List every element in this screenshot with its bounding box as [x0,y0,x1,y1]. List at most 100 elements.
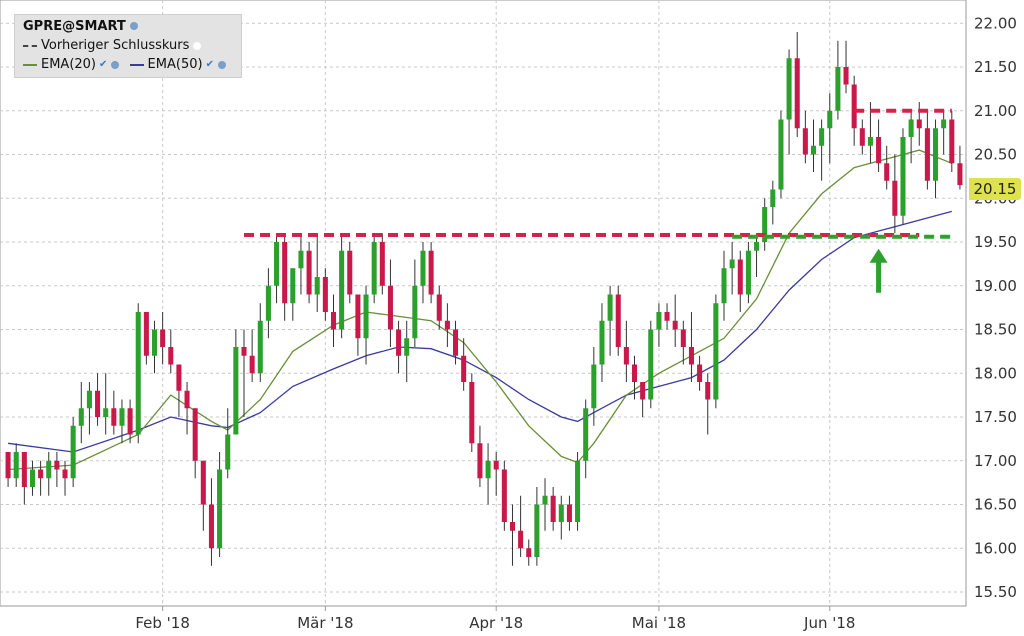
candle-body [184,390,190,409]
candle-body [322,277,328,312]
candle-body [330,312,337,330]
candle-body [810,145,817,155]
candle-body [241,347,247,356]
candle-body [721,268,727,304]
candle-body [355,294,361,339]
candle-body [493,460,499,470]
candle-body [566,504,572,522]
dash-icon [23,44,37,47]
candle-body [298,250,304,269]
candle-body [233,347,239,435]
candle-body [631,364,638,382]
candle-body [876,137,882,164]
candle-body [908,119,914,137]
candle-body [680,329,686,347]
candle-body [200,460,206,505]
candle-body [957,163,963,186]
legend-title: GPRE@SMART [23,19,138,34]
candle-body [347,250,353,295]
candle-body [103,408,109,417]
candle-body [404,338,410,356]
candle-body [436,294,442,321]
candle-body [892,180,898,216]
candle-body [160,329,166,347]
candle-body [851,84,857,129]
candle-body [282,242,288,304]
candle-body [412,285,418,339]
candle-body [640,382,646,400]
candle-body [127,408,133,435]
info-icon[interactable] [129,22,138,30]
candle-body [729,259,735,269]
x-tick-label: Mai '18 [632,614,686,632]
candle-body [802,128,808,155]
check-icon[interactable]: ✔ [99,59,108,70]
candle-body [745,250,751,295]
x-tick-label: Apr '18 [469,614,523,632]
candle-body [794,58,800,129]
candle-body [46,460,52,479]
candle-body [933,128,939,181]
candle-body [485,460,491,479]
candle-body [70,425,76,479]
x-tick-label: Jun '18 [803,614,855,632]
candle-body [859,128,865,146]
candle-body [884,163,890,181]
candle-body [534,504,540,557]
y-tick-label: 22.00 [974,14,1017,32]
candle-body [737,259,743,295]
settings-dot-icon[interactable] [217,60,226,69]
symbol-label: GPRE@SMART [23,19,126,34]
settings-dot-icon[interactable] [111,60,120,69]
candle-body [477,443,483,479]
candle-body [762,207,768,242]
candle-body [615,294,621,347]
ema20-label[interactable]: EMA(20) [41,57,97,72]
ema20-line [8,149,953,471]
candle-body [664,312,670,321]
y-tick-label: 17.50 [974,408,1017,426]
y-tick-label: 19.00 [974,277,1017,295]
x-tick-label: Mär '18 [297,614,353,632]
candle-body [469,382,475,444]
candle-body [949,119,955,164]
candle-body [713,303,719,400]
last-price-badge: 20.15 [969,178,1021,200]
candle-body [225,434,231,470]
candle-body [62,469,68,479]
candle-body [95,390,101,417]
candle-body [835,67,841,111]
candle-body [176,364,182,391]
candle-body [843,67,849,85]
candle-body [290,268,296,304]
candle-body [339,250,345,330]
plot-frame [0,0,967,607]
legend-prev-close: Vorheriger Schlusskurs [23,38,202,53]
candle-body [453,329,459,356]
x-tick-label: Feb '18 [135,614,190,632]
ema50-swatch-icon [129,63,144,66]
candle-body [314,277,320,295]
candle-body [558,504,564,522]
candle-body [867,137,873,146]
candle-body [542,495,548,505]
candle-body [428,250,434,295]
candle-body [697,364,703,382]
candle-body [550,495,556,522]
legend-ema: EMA(20) ✔ EMA(50) ✔ [23,57,226,72]
candle-body [249,355,255,374]
check-icon[interactable]: ✔ [205,59,214,70]
candle-body [387,285,393,330]
candle-body [900,137,906,216]
candle-body [396,329,402,356]
ema20-swatch-icon [23,63,37,66]
ema50-label[interactable]: EMA(50) [147,57,203,72]
candle-body [754,242,760,251]
candle-body [819,128,825,146]
candle-body [688,347,694,365]
candle-body [941,119,947,129]
candle-body [274,242,280,286]
candle-body [583,408,589,461]
toggle-dot-icon[interactable] [193,41,202,50]
